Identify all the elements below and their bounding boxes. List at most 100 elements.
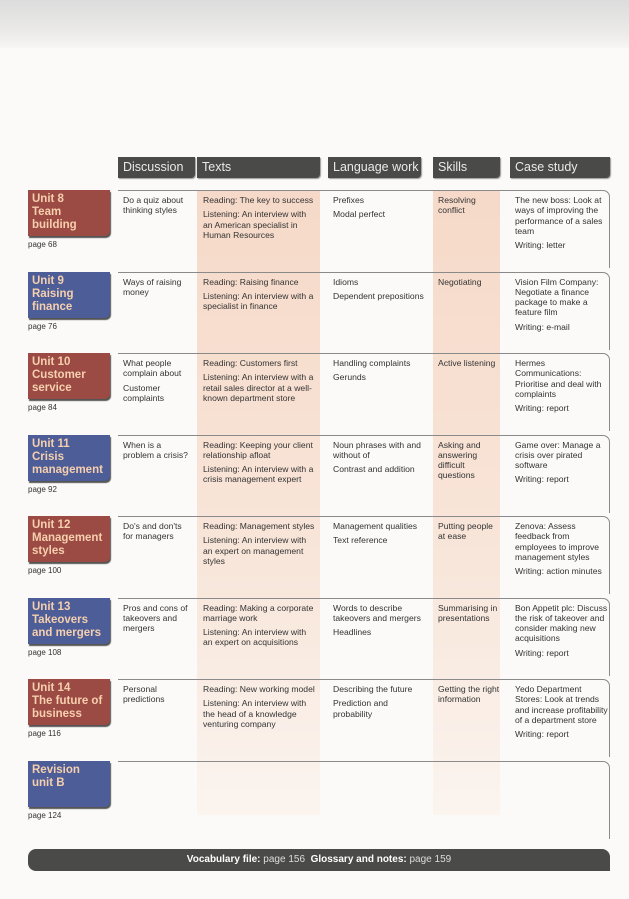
case-item: Bon Appetit plc: Discuss the risk of tak… bbox=[515, 602, 608, 644]
unit-title-line: Customer bbox=[32, 369, 86, 381]
unit-title-line: Unit 8 bbox=[32, 193, 64, 205]
texts-item: Listening: An interview with the head of… bbox=[203, 698, 307, 729]
language-item: Prediction and probability bbox=[333, 698, 388, 719]
unit-label: Unit 10 Customer service bbox=[28, 353, 110, 399]
discussion-item: Do a quiz about thinking styles bbox=[123, 195, 184, 216]
language-item: Prefixes bbox=[333, 195, 365, 205]
case-item: Writing: action minutes bbox=[515, 566, 602, 577]
texts-item: Listening: An interview with a crisis ma… bbox=[203, 464, 314, 485]
row-border bbox=[118, 597, 610, 676]
unit-page: page 68 bbox=[28, 240, 57, 249]
cell-texts: Reading: Making a corporate marriage wor… bbox=[203, 603, 318, 652]
cell-language: Noun phrases with and without of Contrast… bbox=[333, 440, 425, 479]
cell-case: Bon Appetit plc: Discuss the risk of tak… bbox=[515, 603, 610, 662]
unit-title-line: Unit 10 bbox=[32, 356, 71, 368]
texts-item: Reading: Raising finance bbox=[203, 276, 299, 287]
texts-column-shade bbox=[197, 190, 320, 815]
cell-skills: Resolving conflict bbox=[438, 195, 500, 220]
glossary-label: Glossary and notes: bbox=[310, 854, 407, 865]
cell-skills: Negotiating bbox=[438, 277, 500, 291]
unit-page: page 124 bbox=[28, 810, 62, 820]
row-border bbox=[118, 353, 610, 431]
texts-item: Listening: An interview with an expert o… bbox=[203, 535, 307, 566]
skills-item: Summarising in presentations bbox=[438, 602, 498, 623]
unit-title-line: and mergers bbox=[32, 626, 102, 639]
cell-discussion: Do a quiz about thinking styles bbox=[123, 195, 193, 220]
texts-item: Reading: Making a corporate marriage wor… bbox=[203, 602, 314, 623]
unit-label: Unit 14 The future of business bbox=[28, 679, 110, 725]
unit-title-line: styles bbox=[32, 545, 65, 557]
texts-item: Listening: An interview with an expert o… bbox=[203, 627, 307, 648]
unit-page: page 92 bbox=[28, 484, 57, 494]
unit-page: page 116 bbox=[28, 729, 61, 738]
language-item: Gerunds bbox=[333, 372, 366, 383]
texts-item: Reading: Keeping your client relationshi… bbox=[203, 439, 313, 460]
cell-skills: Summarising in presentations bbox=[438, 603, 500, 628]
discussion-item: Do's and don'ts for managers bbox=[123, 521, 182, 542]
language-item: Handling complaints bbox=[333, 358, 411, 368]
case-item: The new boss: Look at ways of improving … bbox=[515, 195, 603, 236]
cell-case: Game over: Manage a crisis over pirated … bbox=[515, 440, 610, 489]
case-item: Game over: Manage a crisis over pirated … bbox=[515, 439, 601, 471]
cell-discussion: Do's and don'ts for managers bbox=[123, 521, 193, 546]
cell-language: Idioms Dependent prepositions bbox=[333, 277, 425, 306]
cell-discussion: Personal predictions bbox=[123, 684, 193, 709]
language-item: Text reference bbox=[333, 535, 388, 546]
unit-title-line: service bbox=[32, 382, 72, 394]
cell-skills: Asking and answering difficult questions bbox=[438, 440, 500, 485]
language-item: Headlines bbox=[333, 627, 372, 638]
unit-title-line: Team building bbox=[32, 206, 77, 231]
row-border bbox=[118, 434, 610, 513]
unit-title-line: Unit 13 bbox=[32, 600, 71, 613]
cell-case: Vision Film Company: Negotiate a finance… bbox=[515, 277, 610, 336]
unit-page: page 100 bbox=[28, 566, 62, 575]
unit-title-line: management bbox=[32, 463, 103, 476]
unit-page: page 108 bbox=[28, 647, 62, 657]
unit-title-line: Unit 9 bbox=[32, 274, 64, 287]
unit-title-line: Unit 14 bbox=[32, 682, 71, 694]
unit-label: Unit 11 Crisis management bbox=[28, 434, 110, 481]
cell-discussion: Ways of raising money bbox=[123, 277, 193, 302]
skills-item: Active listening bbox=[438, 358, 496, 368]
unit-title-line: Raising finance bbox=[32, 287, 74, 313]
skills-item: Putting people at ease bbox=[438, 521, 493, 542]
unit-label: Unit 12 Management styles bbox=[28, 516, 110, 562]
unit-label: Unit 8 Team building bbox=[28, 190, 110, 236]
row-border bbox=[118, 516, 610, 594]
case-item: Vision Film Company: Negotiate a finance… bbox=[515, 276, 599, 318]
unit-title-line: Unit 12 bbox=[32, 519, 71, 531]
cell-case: The new boss: Look at ways of improving … bbox=[515, 195, 610, 254]
case-item: Writing: report bbox=[515, 403, 569, 414]
unit-title-line: unit B bbox=[32, 776, 65, 789]
case-item: Writing: report bbox=[515, 729, 569, 740]
row-border bbox=[118, 190, 610, 268]
unit-label: Revision unit B bbox=[28, 760, 110, 807]
unit-label: Unit 13 Takeovers and mergers bbox=[28, 597, 110, 644]
texts-item: Listening: An interview with a retail sa… bbox=[203, 372, 314, 403]
language-item: Contrast and addition bbox=[333, 464, 415, 475]
cell-texts: Reading: Keeping your client relationshi… bbox=[203, 440, 318, 489]
cell-discussion: When is a problem a crisis? bbox=[123, 440, 193, 465]
texts-item: Listening: An interview with a specialis… bbox=[203, 290, 314, 312]
header-language-work: Language work bbox=[328, 157, 421, 178]
skills-column-shade bbox=[433, 190, 500, 815]
discussion-item: When is a problem a crisis? bbox=[123, 439, 188, 460]
row-border bbox=[118, 679, 610, 757]
case-item: Zenova: Assess feedback from employees t… bbox=[515, 521, 600, 562]
cell-case: Hermes Communications: Prioritise and de… bbox=[515, 358, 610, 417]
cell-case: Zenova: Assess feedback from employees t… bbox=[515, 521, 610, 580]
unit-title-line: Takeovers bbox=[32, 613, 89, 626]
header-texts: Texts bbox=[197, 157, 320, 178]
row-border bbox=[118, 760, 610, 839]
case-item: Yedo Department Stores: Look at trends a… bbox=[515, 684, 608, 725]
discussion-item: What people complain about bbox=[123, 358, 182, 379]
skills-item: Asking and answering difficult questions bbox=[438, 439, 481, 481]
cell-texts: Reading: Customers first Listening: An in… bbox=[203, 358, 318, 407]
language-item: Modal perfect bbox=[333, 209, 386, 220]
glossary-page: page 159 bbox=[409, 854, 452, 865]
unit-title-line: Management bbox=[32, 532, 103, 544]
footer-bar: Vocabulary file: page 156 Glossary and n… bbox=[28, 849, 610, 871]
texts-item: Listening: An interview with an American… bbox=[203, 209, 307, 240]
header-discussion: Discussion bbox=[118, 157, 195, 178]
header-skills: Skills bbox=[433, 157, 500, 178]
